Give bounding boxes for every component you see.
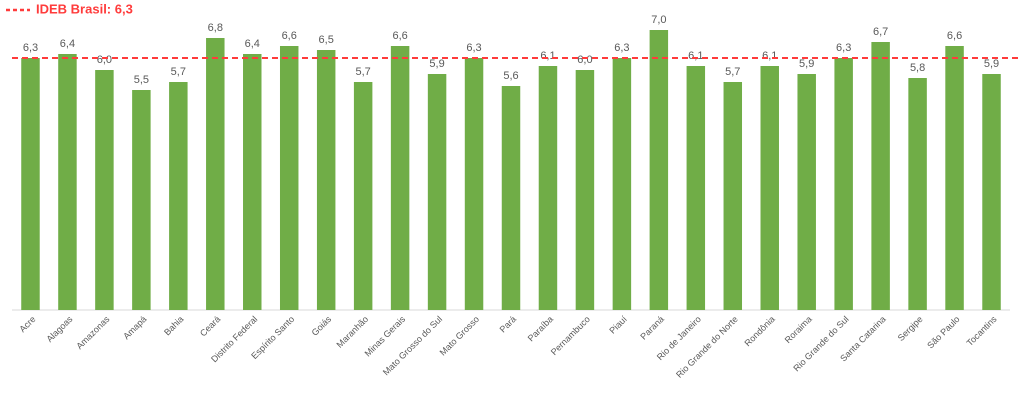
bar bbox=[427, 74, 447, 310]
x-tick-label: Paraíba bbox=[526, 314, 555, 343]
bar bbox=[649, 30, 669, 310]
x-tick-label: Rio Grande do Norte bbox=[674, 314, 740, 380]
bar bbox=[316, 50, 336, 310]
bar bbox=[501, 86, 521, 310]
value-label: 5,7 bbox=[355, 66, 370, 78]
value-label: 6,6 bbox=[947, 30, 962, 42]
x-tick-label: Bahia bbox=[162, 314, 185, 337]
value-label: 5,9 bbox=[429, 58, 444, 70]
x-tick-label: Goiás bbox=[310, 314, 334, 338]
value-label: 6,5 bbox=[319, 34, 334, 46]
bar bbox=[279, 46, 299, 310]
x-tick-label: Tocantins bbox=[965, 314, 999, 348]
value-label: 5,9 bbox=[799, 58, 814, 70]
x-tick-label: Pernambuco bbox=[549, 314, 592, 357]
bar bbox=[353, 82, 373, 310]
bar bbox=[464, 58, 484, 310]
bar bbox=[797, 74, 816, 310]
x-tick-label: Piauí bbox=[607, 314, 629, 336]
value-label: 6,4 bbox=[245, 38, 260, 50]
value-label: 6,3 bbox=[23, 42, 38, 54]
bar bbox=[686, 66, 706, 310]
value-label: 6,3 bbox=[614, 42, 629, 54]
bar bbox=[390, 46, 410, 310]
x-tick-label: Paraná bbox=[638, 314, 666, 342]
value-label: 5,6 bbox=[503, 70, 518, 82]
value-label: 6,1 bbox=[540, 50, 555, 62]
x-tick-label: Acre bbox=[17, 314, 37, 334]
bar bbox=[723, 82, 743, 310]
bar bbox=[575, 70, 595, 310]
bar bbox=[132, 90, 151, 310]
x-tick-label: Maranhão bbox=[335, 314, 371, 350]
bar bbox=[95, 70, 114, 310]
bar bbox=[58, 54, 77, 310]
value-label: 5,5 bbox=[134, 74, 149, 86]
value-label: 6,1 bbox=[688, 50, 703, 62]
bar bbox=[169, 82, 188, 310]
x-tick-label: Alagoas bbox=[44, 314, 74, 344]
value-label: 6,3 bbox=[836, 42, 851, 54]
value-label: 5,7 bbox=[725, 66, 740, 78]
value-label: 6,0 bbox=[97, 54, 112, 66]
bar bbox=[21, 58, 40, 310]
value-label: 6,8 bbox=[208, 22, 223, 34]
x-tick-label: Sergipe bbox=[896, 314, 925, 343]
x-tick-label: Pará bbox=[498, 314, 519, 335]
x-tick-label: Amazonas bbox=[74, 314, 111, 351]
bar bbox=[945, 46, 964, 310]
bar bbox=[206, 38, 225, 310]
bar bbox=[871, 42, 890, 310]
value-label: 5,9 bbox=[984, 58, 999, 70]
value-label: 6,7 bbox=[873, 26, 888, 38]
bar bbox=[908, 78, 927, 310]
x-tick-label: Mato Grosso bbox=[438, 314, 482, 358]
value-label: 5,7 bbox=[171, 66, 186, 78]
bar bbox=[834, 58, 853, 310]
value-label: 7,0 bbox=[651, 14, 666, 26]
x-tick-label: São Paulo bbox=[925, 314, 961, 350]
bar bbox=[982, 74, 1001, 310]
x-tick-label: Amapá bbox=[121, 314, 148, 341]
x-tick-label: Roraima bbox=[783, 314, 814, 345]
legend-label: IDEB Brasil: 6,3 bbox=[36, 1, 133, 16]
x-tick-label: Rondônia bbox=[743, 314, 777, 348]
value-label: 6,6 bbox=[392, 30, 407, 42]
value-label: 6,6 bbox=[282, 30, 297, 42]
bar bbox=[243, 54, 262, 310]
bar bbox=[760, 66, 779, 310]
bar bbox=[538, 66, 558, 310]
value-label: 6,4 bbox=[60, 38, 75, 50]
bar bbox=[612, 58, 632, 310]
value-label: 6,3 bbox=[466, 42, 481, 54]
x-tick-label: Ceará bbox=[198, 314, 222, 338]
value-label: 5,8 bbox=[910, 62, 925, 74]
value-label: 6,0 bbox=[577, 54, 592, 66]
value-label: 6,1 bbox=[762, 50, 777, 62]
